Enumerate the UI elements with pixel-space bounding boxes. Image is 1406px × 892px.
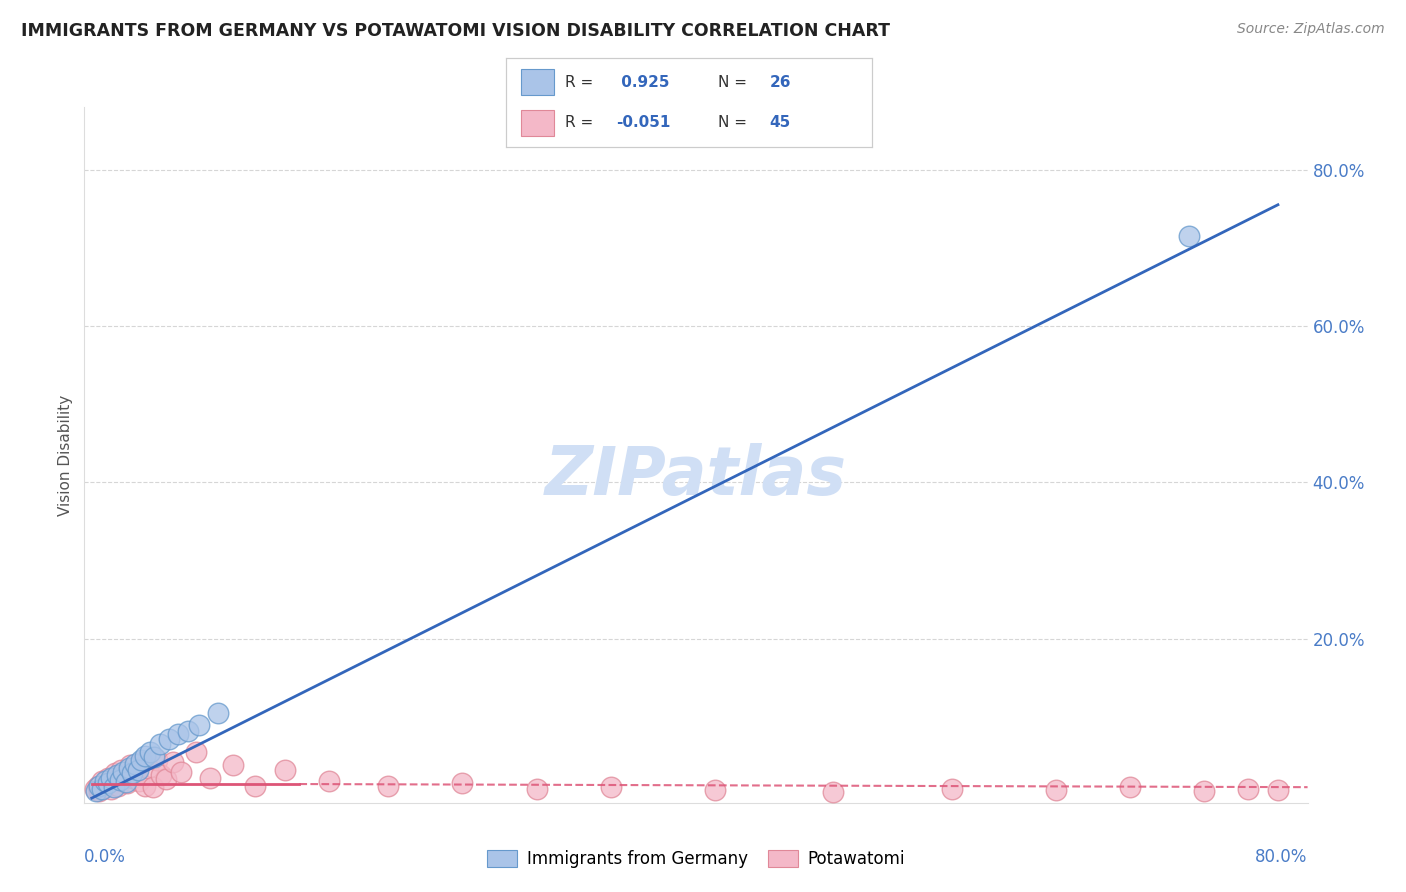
Point bbox=[1192, 784, 1215, 798]
Point bbox=[155, 772, 177, 787]
Point bbox=[125, 764, 148, 779]
Point bbox=[1267, 783, 1289, 797]
Point bbox=[128, 773, 150, 788]
Point bbox=[138, 745, 160, 759]
Point bbox=[124, 756, 146, 771]
Text: Source: ZipAtlas.com: Source: ZipAtlas.com bbox=[1237, 22, 1385, 37]
Text: 45: 45 bbox=[769, 115, 790, 129]
Point bbox=[91, 781, 114, 796]
Text: R =: R = bbox=[565, 76, 593, 90]
Point bbox=[142, 780, 165, 794]
Point bbox=[1237, 781, 1260, 796]
Point bbox=[122, 771, 145, 785]
Point bbox=[103, 772, 125, 787]
Point bbox=[149, 737, 172, 751]
Point bbox=[93, 780, 115, 794]
Point bbox=[134, 748, 156, 763]
Point bbox=[129, 753, 152, 767]
Point bbox=[451, 776, 474, 790]
Point bbox=[84, 784, 107, 798]
Point bbox=[115, 775, 138, 789]
Text: IMMIGRANTS FROM GERMANY VS POTAWATOMI VISION DISABILITY CORRELATION CHART: IMMIGRANTS FROM GERMANY VS POTAWATOMI VI… bbox=[21, 22, 890, 40]
Bar bbox=[520, 69, 554, 95]
Point bbox=[146, 753, 169, 767]
Point bbox=[200, 771, 222, 785]
Point bbox=[187, 717, 209, 731]
Point bbox=[110, 763, 132, 777]
Point bbox=[105, 768, 128, 782]
Point bbox=[100, 771, 122, 785]
Point bbox=[318, 773, 340, 788]
Point bbox=[136, 761, 159, 775]
Point bbox=[150, 768, 173, 782]
Point bbox=[107, 779, 129, 793]
Text: R =: R = bbox=[565, 115, 593, 129]
Point bbox=[1178, 229, 1201, 244]
Point bbox=[184, 745, 207, 759]
Text: 0.0%: 0.0% bbox=[84, 848, 127, 866]
Point bbox=[104, 766, 127, 780]
Point bbox=[273, 763, 295, 777]
Point bbox=[111, 764, 134, 779]
Point bbox=[134, 779, 156, 793]
Point bbox=[170, 764, 193, 779]
Point bbox=[89, 779, 111, 793]
Point bbox=[823, 785, 845, 799]
Point bbox=[157, 731, 180, 746]
Point bbox=[127, 763, 149, 777]
Point bbox=[97, 771, 120, 785]
Point bbox=[121, 766, 143, 780]
Point bbox=[120, 758, 142, 772]
Point bbox=[86, 779, 108, 793]
Text: N =: N = bbox=[718, 115, 747, 129]
Text: -0.051: -0.051 bbox=[616, 115, 671, 129]
Bar bbox=[520, 110, 554, 136]
Point bbox=[243, 779, 266, 793]
Point bbox=[100, 781, 122, 796]
Point bbox=[97, 776, 120, 790]
Text: N =: N = bbox=[718, 76, 747, 90]
Point bbox=[207, 706, 229, 720]
Point bbox=[166, 727, 188, 741]
Point bbox=[526, 781, 548, 796]
Point bbox=[117, 776, 139, 790]
Point bbox=[599, 780, 621, 794]
Point bbox=[143, 750, 166, 764]
Point bbox=[941, 781, 963, 796]
Point bbox=[377, 779, 399, 793]
Point bbox=[108, 773, 131, 788]
Point bbox=[131, 755, 153, 769]
Point bbox=[112, 768, 135, 782]
Point bbox=[89, 784, 111, 798]
Point bbox=[703, 783, 725, 797]
Point bbox=[1118, 780, 1140, 794]
Point bbox=[221, 758, 243, 772]
Text: 0.925: 0.925 bbox=[616, 76, 669, 90]
Point bbox=[177, 723, 200, 738]
Point bbox=[96, 776, 118, 790]
Point bbox=[83, 781, 105, 796]
Point bbox=[162, 755, 184, 769]
Y-axis label: Vision Disability: Vision Disability bbox=[58, 394, 73, 516]
Text: 26: 26 bbox=[769, 76, 790, 90]
Point bbox=[103, 780, 125, 794]
Text: 80.0%: 80.0% bbox=[1256, 848, 1308, 866]
Point bbox=[118, 761, 141, 775]
Text: ZIPatlas: ZIPatlas bbox=[546, 442, 846, 508]
Point bbox=[91, 773, 114, 788]
Point bbox=[94, 773, 117, 788]
Legend: Immigrants from Germany, Potawatomi: Immigrants from Germany, Potawatomi bbox=[479, 843, 912, 874]
Point bbox=[1045, 783, 1067, 797]
